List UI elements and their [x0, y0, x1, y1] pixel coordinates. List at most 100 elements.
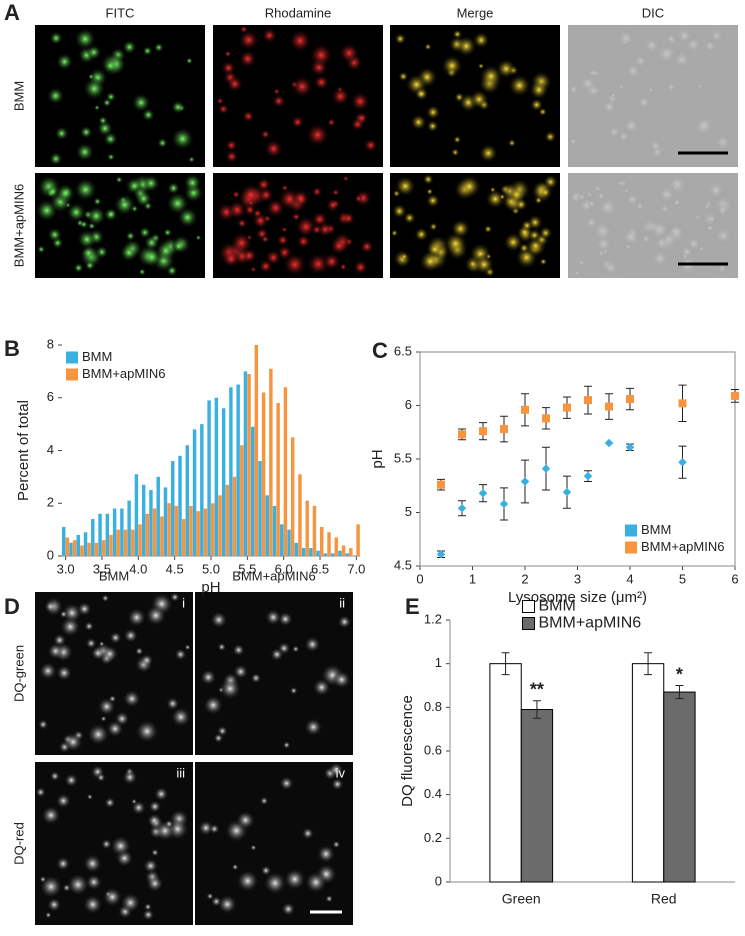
- cell-signal: [55, 793, 72, 809]
- point: [678, 399, 687, 408]
- cell-signal: [585, 190, 594, 199]
- legend-label: BMM+apMIN6: [82, 366, 165, 381]
- cell-signal: [325, 894, 334, 903]
- y-tick-label: 6.5: [394, 343, 412, 358]
- bar: [167, 503, 171, 556]
- cell-signal: [185, 57, 194, 65]
- cell-signal: [235, 810, 256, 831]
- cell-signal: [174, 648, 187, 661]
- cell-signal: [304, 636, 321, 653]
- cell-signal: [82, 77, 106, 101]
- legend-swatch: [522, 600, 535, 613]
- cell-signal: [520, 219, 534, 232]
- cell-signal: [473, 254, 495, 275]
- cell-signal: [337, 614, 352, 629]
- cell-signal: [96, 772, 106, 783]
- y-tick-label: 2: [47, 495, 54, 510]
- bar: [236, 384, 240, 556]
- cell-signal: [703, 203, 711, 210]
- x-tick-label: 6: [731, 571, 738, 586]
- cell-signal: [250, 844, 257, 851]
- cell-signal: [169, 592, 180, 603]
- cell-signal: [311, 186, 323, 198]
- cell-signal: [125, 230, 136, 242]
- bar: [287, 529, 291, 556]
- cell-signal: [279, 775, 294, 791]
- cell-signal: [38, 661, 58, 681]
- bar: [272, 505, 277, 556]
- cell-signal: [155, 240, 177, 262]
- cell-signal: [538, 107, 548, 117]
- bar: [112, 508, 117, 556]
- cell-signal: [84, 260, 96, 271]
- cell-signal: [359, 239, 375, 254]
- cell-signal: [64, 773, 79, 788]
- cell-signal: [145, 874, 164, 893]
- bar: [72, 540, 77, 556]
- bar: [232, 476, 237, 556]
- cell-signal: [291, 189, 310, 208]
- bar: [269, 368, 273, 556]
- cell-signal: [713, 225, 734, 246]
- cell-signal: [301, 827, 315, 840]
- cell-signal: [622, 116, 641, 135]
- x-tick-label: 4.0: [129, 561, 147, 576]
- cell-signal: [122, 689, 142, 708]
- cell-signal: [394, 175, 416, 197]
- cell-signal: [607, 124, 622, 140]
- cell-signal: [93, 197, 102, 206]
- cell-signal: [538, 226, 553, 240]
- row-label: DQ-green: [11, 645, 26, 702]
- cell-signal: [66, 202, 87, 223]
- point: [583, 471, 593, 481]
- point: [478, 488, 488, 498]
- cell-signal: [273, 88, 281, 95]
- cell-signal: [122, 39, 137, 55]
- cell-signal: [73, 262, 84, 274]
- x-tick-label: 4.5: [166, 561, 184, 576]
- cell-signal: [350, 91, 371, 112]
- bar: [338, 550, 342, 556]
- bar: [290, 437, 295, 556]
- cell-signal: [109, 631, 122, 645]
- bar: [334, 537, 339, 556]
- cell-signal: [218, 677, 242, 701]
- cell-signal: [86, 723, 110, 746]
- cell-signal: [472, 31, 490, 49]
- cell-signal: [469, 89, 489, 110]
- cell-signal: [46, 86, 65, 105]
- x-tick-label: 5.0: [202, 561, 220, 576]
- cell-signal: [507, 74, 531, 98]
- bar: [127, 500, 131, 556]
- cell-signal: [507, 138, 517, 148]
- bar: [98, 513, 102, 556]
- y-tick-label: 8: [47, 336, 54, 351]
- cell-signal: [330, 86, 351, 107]
- cell-signal: [691, 113, 716, 138]
- panel-letter: E: [405, 594, 420, 619]
- cell-signal: [55, 856, 71, 872]
- cell-signal: [120, 892, 141, 914]
- cell-signal: [202, 694, 224, 716]
- cell-signal: [342, 175, 349, 182]
- cell-signal: [671, 49, 692, 70]
- cell-signal: [217, 642, 227, 652]
- cell-signal: [609, 92, 617, 100]
- bar: [247, 374, 251, 556]
- cell-signal: [86, 793, 94, 801]
- cell-signal: [35, 786, 47, 798]
- panel-letter: B: [4, 336, 20, 361]
- bar: [200, 424, 204, 556]
- cell-signal: [485, 189, 506, 209]
- cell-signal: [290, 115, 305, 129]
- cell-signal: [282, 252, 307, 277]
- legend-label: BMM+apMIN6: [641, 539, 724, 554]
- cell-signal: [140, 653, 154, 668]
- cell-signal: [85, 637, 97, 650]
- cell-signal: [227, 200, 248, 220]
- cell-signal: [681, 252, 690, 261]
- cell-signal: [330, 777, 344, 791]
- y-axis-label: pH: [369, 449, 386, 468]
- legend-swatch: [66, 368, 78, 381]
- bar: [349, 548, 353, 556]
